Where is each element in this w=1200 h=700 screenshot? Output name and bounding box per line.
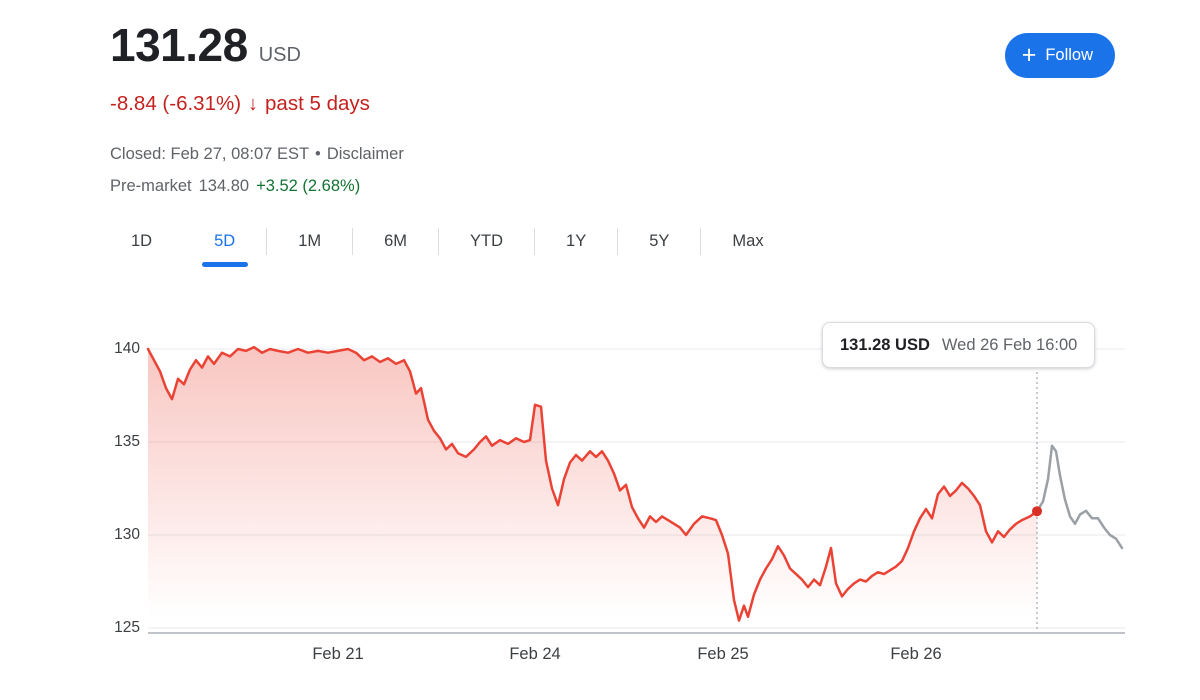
tab-max[interactable]: Max	[732, 232, 764, 250]
tab-divider	[352, 228, 354, 255]
tab-5d[interactable]: 5D	[183, 226, 266, 267]
premarket-label: Pre-market	[110, 177, 192, 195]
tab-ytd[interactable]: YTD	[470, 232, 504, 250]
arrow-down-icon: ↓	[248, 92, 259, 115]
tooltip-price: 131.28 USD	[840, 335, 930, 354]
tab-1m[interactable]: 1M	[298, 232, 322, 250]
tab-1d[interactable]: 1D	[131, 232, 153, 250]
price-change: -8.84 (-6.31%) ↓ past 5 days	[110, 92, 370, 116]
follow-label: Follow	[1045, 46, 1093, 64]
price-header: 131.28 USD	[110, 18, 301, 72]
tab-divider	[534, 228, 536, 255]
tooltip-time: Wed 26 Feb 16:00	[941, 335, 1078, 354]
currency-label: USD	[258, 44, 301, 66]
tab-divider	[438, 228, 440, 255]
tab-divider	[266, 228, 268, 255]
tab-divider	[700, 228, 702, 255]
current-price: 131.28	[110, 19, 248, 71]
closed-text: Closed: Feb 27, 08:07 EST	[110, 145, 310, 163]
tab-5y[interactable]: 5Y	[649, 232, 670, 250]
change-value: -8.84 (-6.31%)	[110, 92, 242, 115]
bullet-separator: •	[315, 145, 321, 163]
time-range-tabs: 1D 5D 1M 6M YTD 1Y 5Y Max	[100, 226, 795, 267]
premarket-change: +3.52 (2.68%)	[256, 177, 361, 195]
premarket-status: Pre-market 134.80 +3.52 (2.68%)	[110, 177, 360, 196]
market-status: Closed: Feb 27, 08:07 EST • Disclaimer	[110, 145, 404, 164]
change-period: past 5 days	[265, 92, 370, 115]
tab-divider	[617, 228, 619, 255]
disclaimer-link[interactable]: Disclaimer	[326, 145, 404, 163]
follow-button[interactable]: + Follow	[1004, 33, 1115, 78]
tab-1y[interactable]: 1Y	[566, 232, 587, 250]
chart-tooltip: 131.28 USD Wed 26 Feb 16:00	[822, 322, 1096, 368]
premarket-price: 134.80	[198, 177, 250, 195]
tab-6m[interactable]: 6M	[384, 232, 408, 250]
